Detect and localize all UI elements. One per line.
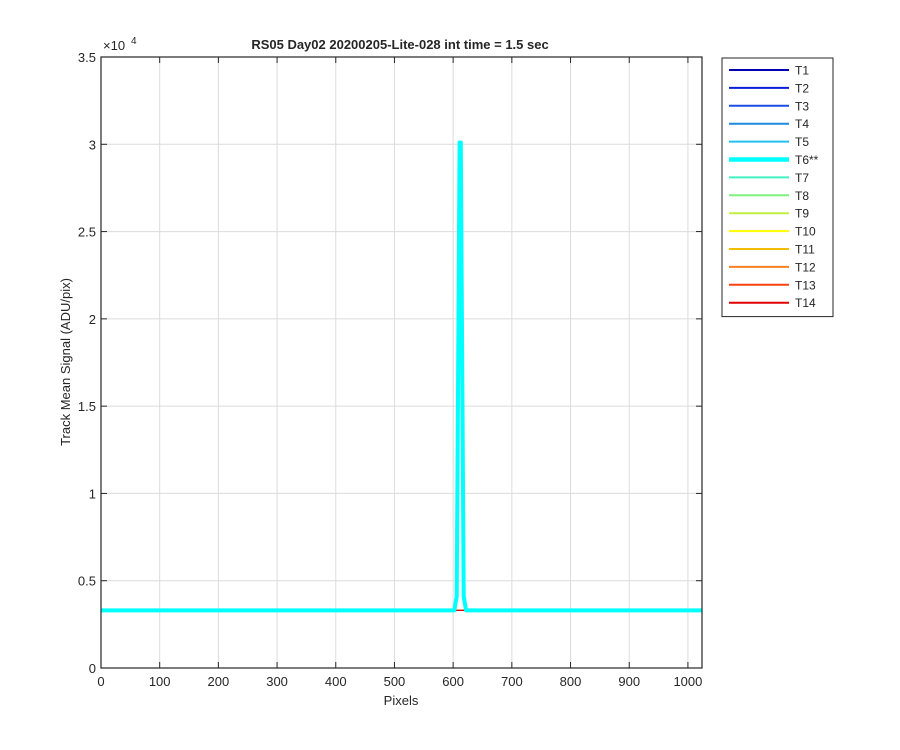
plot-series: [101, 140, 702, 613]
x-tick-label: 800: [560, 674, 582, 689]
y-axis-label: Track Mean Signal (ADU/pix): [58, 278, 73, 446]
legend-label: T9: [795, 207, 809, 221]
x-tick-label: 400: [325, 674, 347, 689]
axis-ticks: 0 100 200 300 400 500 600 700 800 900 1000 0 0.5 1 1.5…: [78, 50, 702, 689]
x-tick-label: 900: [618, 674, 640, 689]
legend-label: T2: [795, 81, 809, 95]
x-tick-label: 1000: [673, 674, 702, 689]
legend-label: T11: [795, 243, 815, 257]
legend-label: T10: [795, 225, 816, 239]
x-tick-label: 700: [501, 674, 523, 689]
legend-box: [721, 57, 834, 318]
y-tick-label: 1: [89, 486, 96, 501]
chart-title: RS05 Day02 20200205-Lite-028 int time = …: [251, 37, 548, 52]
legend-label: T3: [795, 99, 809, 113]
y-tick-label: 2.5: [78, 225, 96, 240]
legend: T1 T2 T3 T4 T5 T6** T7 T8 T9 T10 T11 T12 T13 T14: [721, 57, 834, 318]
y-tick-label: 3: [89, 137, 96, 152]
x-tick-label: 300: [266, 674, 288, 689]
legend-label: T13: [795, 278, 816, 292]
y-tick-label: 0: [89, 661, 96, 676]
legend-label: T7: [795, 171, 809, 185]
series-line-t6: [101, 140, 702, 613]
y-exponent-base: ×10: [103, 38, 125, 53]
y-axis-exponent: ×10 4: [103, 36, 137, 53]
y-tick-label: 0.5: [78, 574, 96, 589]
x-tick-label: 0: [97, 674, 104, 689]
y-exponent-power: 4: [131, 36, 137, 47]
legend-label: T4: [795, 117, 809, 131]
x-tick-label: 200: [208, 674, 230, 689]
legend-label: T8: [795, 189, 809, 203]
legend-label: T12: [795, 260, 816, 274]
x-axis-label: Pixels: [384, 693, 419, 708]
legend-label: T1: [795, 64, 809, 78]
grid: [100, 56, 702, 669]
x-tick-label: 100: [149, 674, 171, 689]
legend-label: T6**: [795, 153, 819, 167]
x-tick-label: 600: [442, 674, 464, 689]
axes-box: [100, 56, 703, 669]
legend-label: T14: [795, 296, 816, 310]
y-tick-label: 3.5: [78, 50, 96, 65]
x-tick-label: 500: [384, 674, 406, 689]
y-tick-label: 2: [89, 312, 96, 327]
y-tick-label: 1.5: [78, 399, 96, 414]
legend-label: T5: [795, 135, 809, 149]
